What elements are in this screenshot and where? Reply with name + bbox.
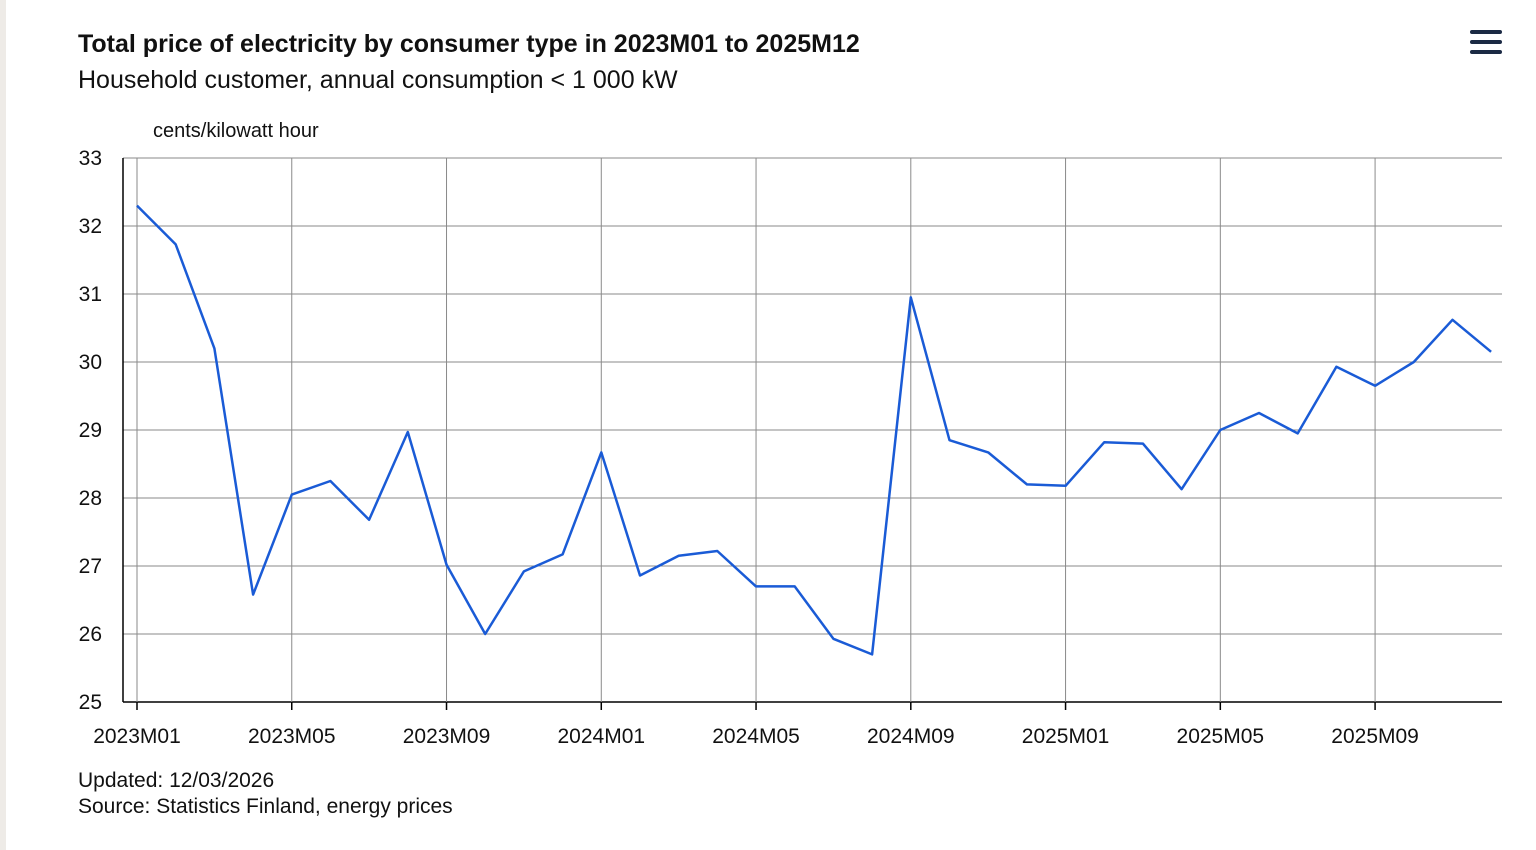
x-tick-label: 2023M01	[93, 725, 181, 748]
axes	[122, 158, 1376, 710]
data-point[interactable]	[827, 633, 839, 645]
data-point[interactable]	[905, 291, 917, 303]
data-point[interactable]	[789, 580, 801, 592]
x-tick-label: 2024M09	[867, 725, 955, 748]
data-point[interactable]	[208, 342, 220, 354]
data-point[interactable]	[1098, 436, 1110, 448]
data-point[interactable]	[1214, 424, 1226, 436]
data-point[interactable]	[1369, 380, 1381, 392]
data-point[interactable]	[441, 559, 453, 571]
data-point[interactable]	[1137, 438, 1149, 450]
hamburger-menu-icon[interactable]	[1468, 26, 1504, 58]
y-tick-label: 30	[79, 351, 102, 374]
data-point[interactable]	[982, 446, 994, 458]
data-point[interactable]	[247, 589, 259, 601]
data-point[interactable]	[1485, 346, 1497, 358]
y-tick-label: 27	[79, 555, 102, 578]
source-note: Source: Statistics Finland, energy price…	[78, 795, 453, 818]
data-point[interactable]	[363, 514, 375, 526]
x-tick-label: 2023M09	[403, 725, 491, 748]
y-tick-label: 25	[79, 691, 102, 714]
x-tick-label: 2024M05	[712, 725, 800, 748]
data-point[interactable]	[1253, 407, 1265, 419]
data-point[interactable]	[673, 550, 685, 562]
chart-subtitle: Household customer, annual consumption <…	[78, 66, 678, 94]
data-point[interactable]	[402, 426, 414, 438]
y-tick-label: 26	[79, 623, 102, 646]
data-point[interactable]	[170, 238, 182, 250]
data-point[interactable]	[634, 570, 646, 582]
data-point[interactable]	[595, 446, 607, 458]
series-layer	[131, 200, 1497, 660]
data-point[interactable]	[324, 475, 336, 487]
y-tick-label: 33	[79, 147, 102, 170]
data-point[interactable]	[711, 545, 723, 557]
data-point[interactable]	[479, 628, 491, 640]
data-point[interactable]	[1330, 361, 1342, 373]
data-point[interactable]	[518, 565, 530, 577]
tick-labels: 25 26 27 28 29 30 31 32 33 2023M01 2023M05 2023M09 2…	[79, 147, 1419, 748]
x-tick-label: 2025M05	[1177, 725, 1265, 748]
data-point[interactable]	[1446, 314, 1458, 326]
series-line-0	[136, 204, 1492, 656]
x-tick-label: 2024M01	[557, 725, 645, 748]
y-axis-label: cents/kilowatt hour	[153, 120, 319, 142]
updated-date: Updated: 12/03/2026	[78, 769, 275, 792]
data-point[interactable]	[1021, 478, 1033, 490]
y-tick-label: 31	[79, 283, 102, 306]
data-point[interactable]	[131, 200, 143, 212]
data-point[interactable]	[943, 434, 955, 446]
data-point[interactable]	[1176, 483, 1188, 495]
data-point[interactable]	[866, 648, 878, 660]
left-edge-strip	[0, 0, 6, 850]
data-point[interactable]	[1292, 427, 1304, 439]
data-point[interactable]	[286, 489, 298, 501]
x-tick-label: 2025M09	[1331, 725, 1419, 748]
grid-lines	[123, 157, 1502, 703]
data-point[interactable]	[750, 580, 762, 592]
data-point[interactable]	[1060, 480, 1072, 492]
line-chart: cents/kilowatt hour 25 26 27 28 29 30 31 32 33 20…	[79, 120, 1502, 748]
chart-title: Total price of electricity by consumer t…	[78, 30, 860, 58]
y-tick-label: 29	[79, 419, 102, 442]
x-tick-label: 2023M05	[248, 725, 336, 748]
y-tick-label: 32	[79, 215, 102, 238]
data-point[interactable]	[557, 548, 569, 560]
data-point[interactable]	[1408, 356, 1420, 368]
y-tick-label: 28	[79, 487, 102, 510]
x-tick-label: 2025M01	[1022, 725, 1110, 748]
